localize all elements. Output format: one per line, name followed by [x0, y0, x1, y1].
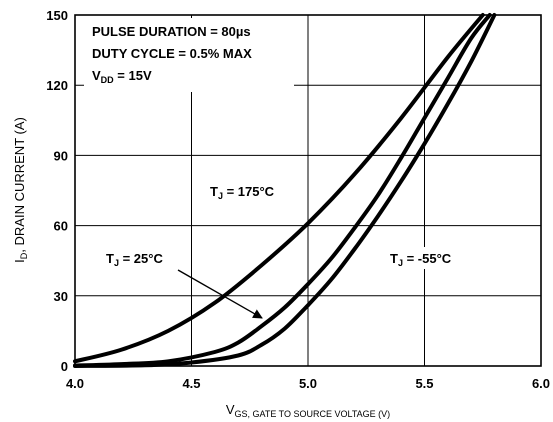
duty-cycle-label: DUTY CYCLE = 0.5% MAX	[92, 46, 252, 61]
label-minus55-bg	[385, 247, 477, 269]
series-label-175c: TJ = 175°C	[210, 184, 275, 201]
vdd-label: VDD = 15V	[92, 68, 152, 85]
series-label-minus55c: TJ = -55°C	[390, 251, 452, 268]
y-axis-label: ID, DRAIN CURRENT (A)	[12, 117, 29, 263]
y-tick-label: 0	[61, 359, 68, 374]
x-tick-label: 6.0	[532, 376, 550, 391]
series-label-25c-arrow	[177, 269, 263, 319]
label-25-bg	[100, 247, 190, 269]
x-tick-label: 4.0	[66, 376, 84, 391]
series-curve-minus55c	[73, 13, 497, 368]
y-tick-label: 150	[46, 8, 68, 23]
y-tick-label: 30	[54, 289, 68, 304]
label-175-bg	[203, 180, 299, 202]
y-tick-label: 120	[46, 78, 68, 93]
y-tick-label: 60	[54, 219, 68, 234]
y-tick-label: 90	[54, 148, 68, 163]
series-curve-175c	[73, 13, 485, 364]
pulse-duration-label: PULSE DURATION = 80µs	[92, 24, 251, 39]
x-tick-label: 5.0	[299, 376, 317, 391]
series-label-25c: TJ = 25°C	[106, 251, 163, 268]
x-axis-label: VGS, GATE TO SOURCE VOLTAGE (V)	[226, 402, 390, 419]
x-tick-labels: 4.0 4.5 5.0 5.5 6.0	[66, 376, 550, 391]
y-tick-labels: 0 30 60 90 120 150	[46, 8, 68, 374]
conditions-box	[84, 18, 294, 92]
series-curve-25c	[73, 13, 492, 368]
x-tick-label: 4.5	[182, 376, 200, 391]
x-tick-label: 5.5	[415, 376, 433, 391]
series-curves	[73, 13, 497, 368]
plot-frame	[74, 14, 542, 367]
